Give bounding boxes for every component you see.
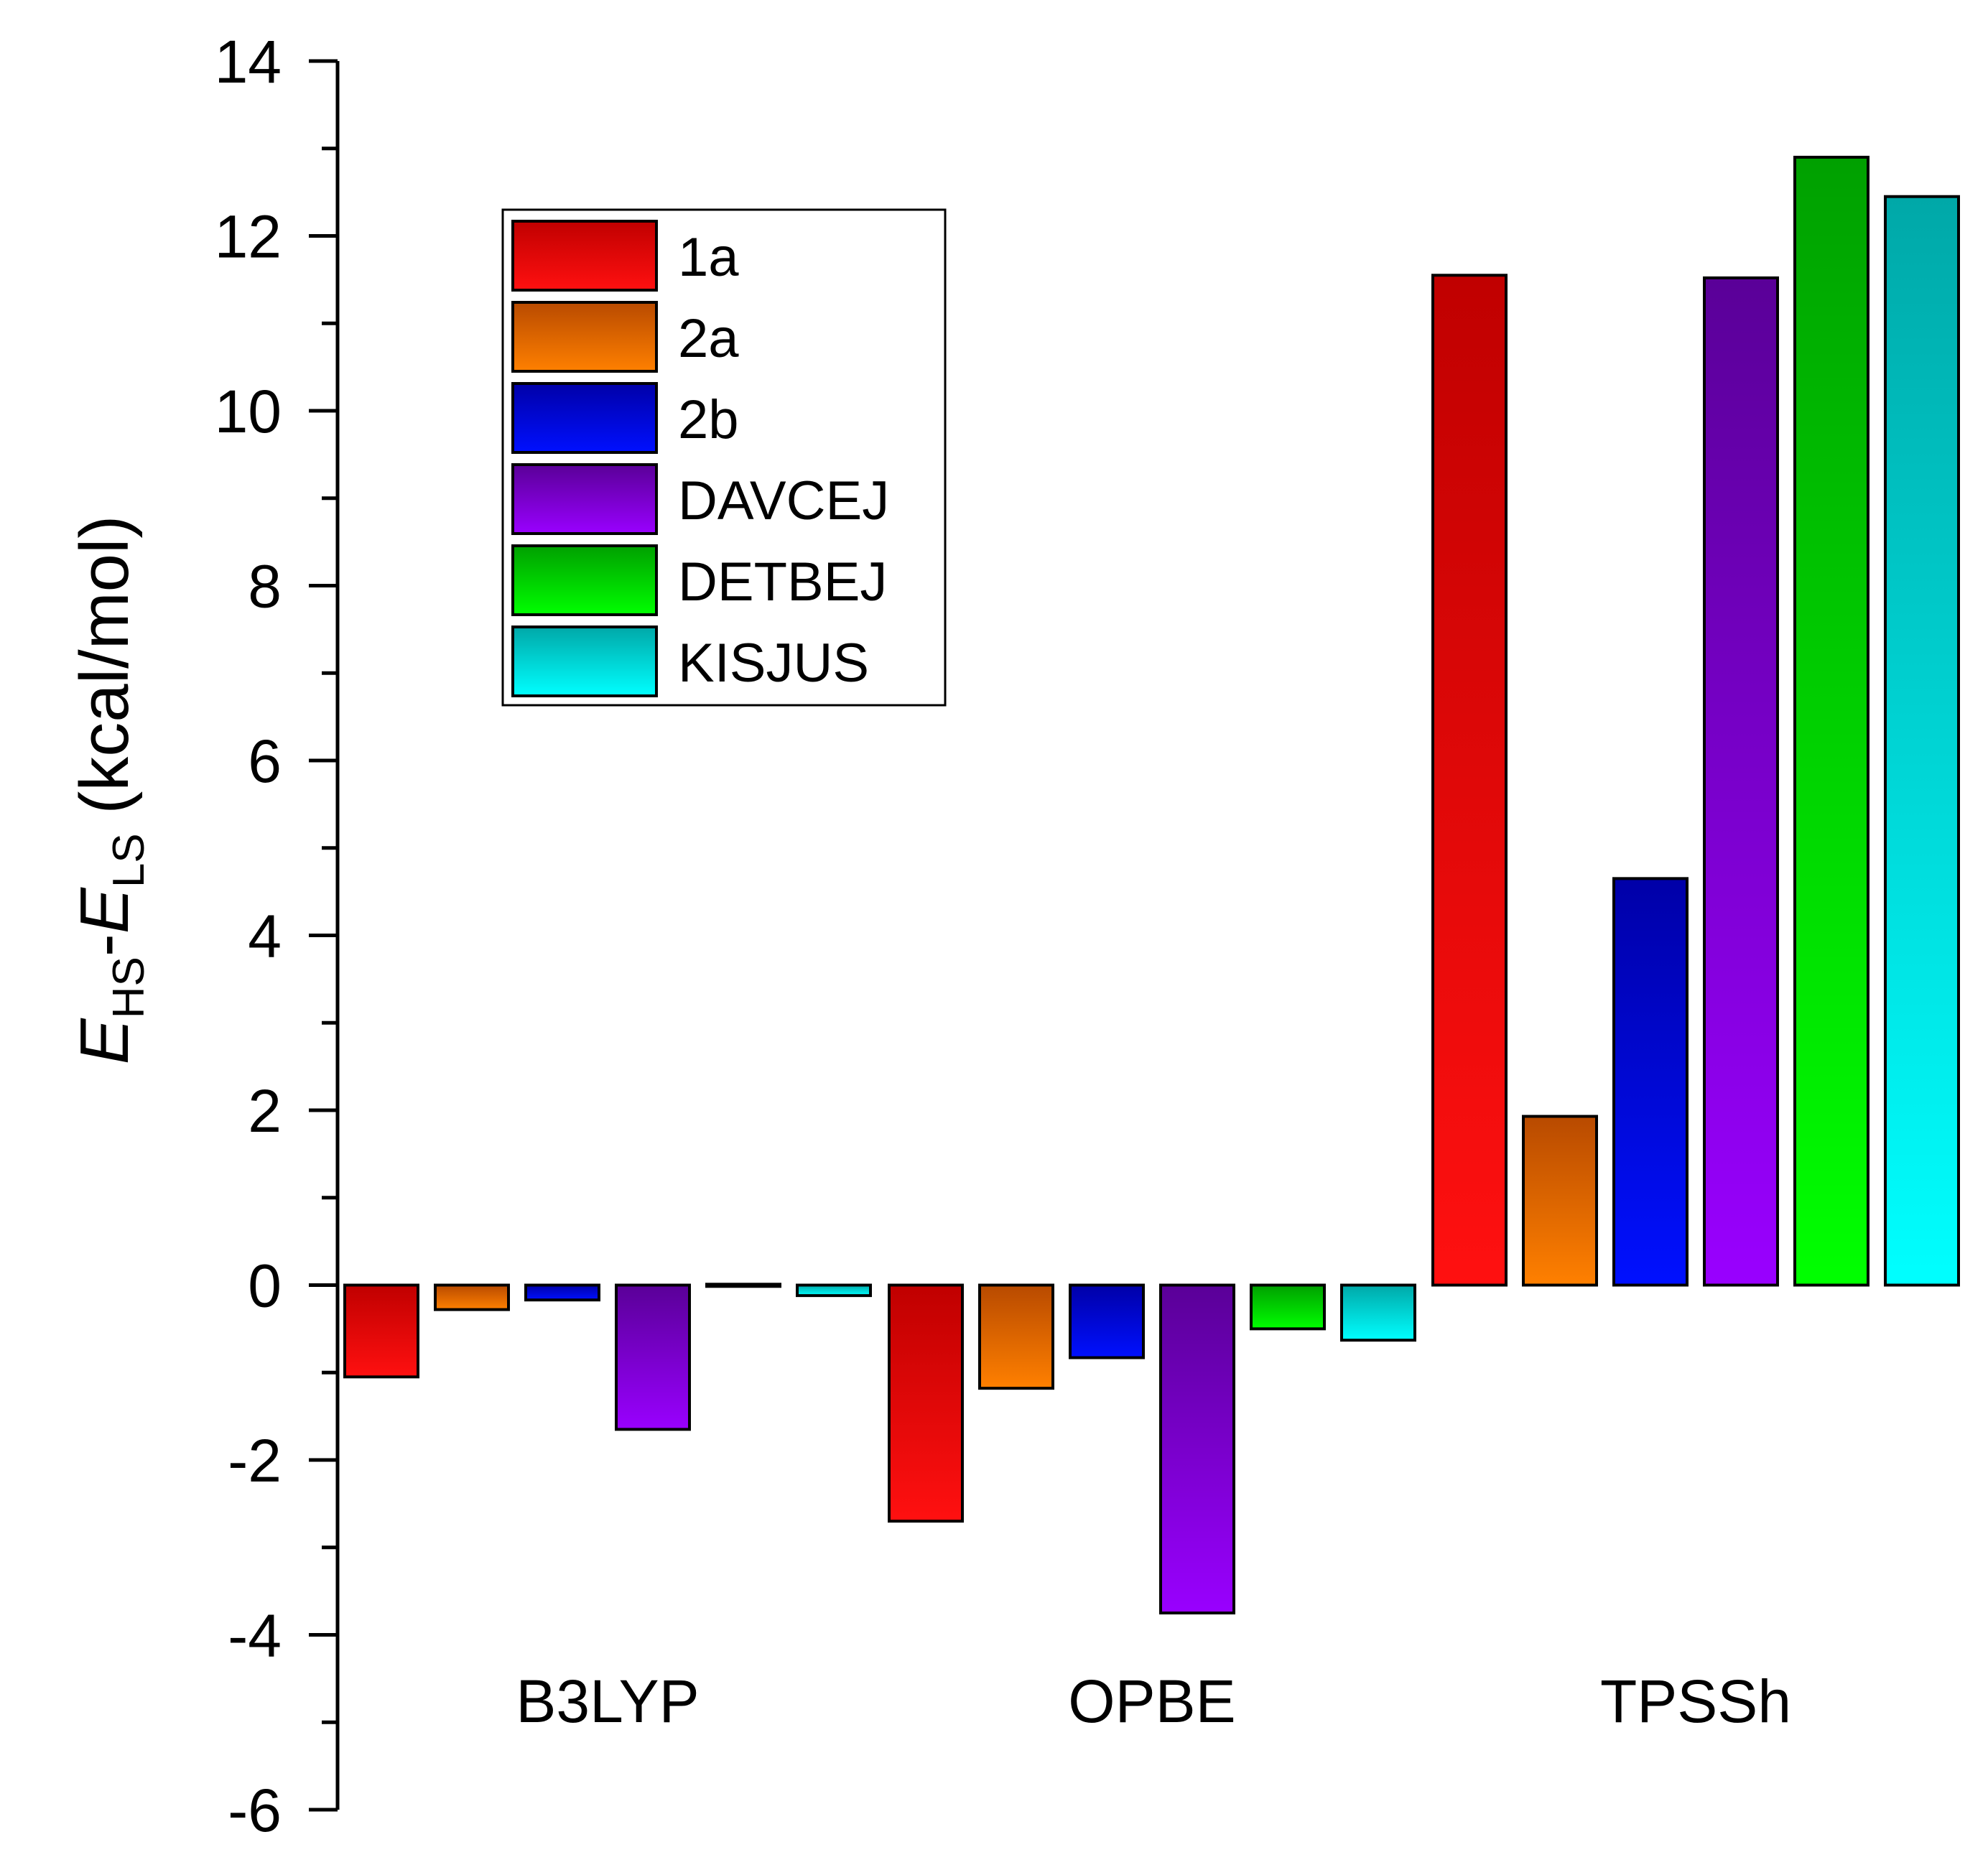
bar-tpssh-davcej [1703,276,1779,1287]
y-axis: -6 -4 -2 0 2 4 6 8 10 12 14 [215,28,340,1844]
category-labels: B3LYP OPBE TPSSh [516,1668,1791,1735]
bar-b3lyp-kisjus [796,1283,872,1298]
legend-label-detbej: DETBEJ [678,552,887,613]
bar-opbe-kisjus [1340,1283,1416,1342]
bar-tpssh-detbej [1793,155,1869,1287]
legend-swatch-kisjus [511,625,658,697]
bars-layer [343,155,1960,1615]
bar-opbe-2b [1069,1283,1145,1359]
legend-label-2a: 2a [678,308,739,369]
category-label-opbe: OPBE [1068,1668,1235,1735]
y-tick-label: -2 [228,1427,282,1494]
y-tick-label: -6 [228,1777,282,1844]
y-tick-label: 4 [248,903,282,970]
y-tick-label: 10 [215,378,282,445]
legend-label-1a: 1a [678,227,739,288]
legend-label-davcej: DAVCEJ [678,470,889,531]
bar-b3lyp-1a [343,1283,419,1379]
y-tick-label: 14 [215,28,282,96]
legend-box [501,208,947,707]
legend-label-kisjus: KISJUS [678,633,869,694]
y-tick-label: 8 [248,553,282,620]
y-axis-title: EHS-ELS (kcal/mol) [66,516,154,1065]
bar-b3lyp-davcej [615,1283,691,1431]
bar-opbe-1a [888,1283,964,1523]
bar-opbe-detbej [1250,1283,1326,1331]
bar-opbe-davcej [1159,1283,1235,1615]
y-tick-label: -4 [228,1602,282,1670]
bar-tpssh-kisjus [1884,195,1960,1287]
bar-tpssh-1a [1431,274,1508,1287]
legend-swatch-davcej [511,463,658,535]
legend-swatch-2a [511,301,658,373]
y-tick-label: 6 [248,727,282,795]
y-tick-label: 12 [215,203,282,271]
legend-swatch-detbej [511,544,658,616]
legend-swatch-2b [511,382,658,454]
y-tick-label: 2 [248,1077,282,1145]
legend: 1a 2a 2b DAVCEJ DETBEJ KISJUS [501,208,947,707]
bar-b3lyp-2a [434,1283,510,1311]
legend-label-2b: 2b [678,389,739,450]
bar-b3lyp-2b [524,1283,600,1302]
bar-b3lyp-detbej [705,1283,781,1288]
bar-tpssh-2b [1612,877,1689,1287]
bar-opbe-2a [978,1283,1054,1390]
y-tick-label: 0 [248,1252,282,1320]
category-label-tpssh: TPSSh [1600,1668,1791,1735]
category-label-b3lyp: B3LYP [516,1668,699,1735]
legend-swatch-1a [511,220,658,292]
bar-tpssh-2a [1522,1115,1598,1287]
